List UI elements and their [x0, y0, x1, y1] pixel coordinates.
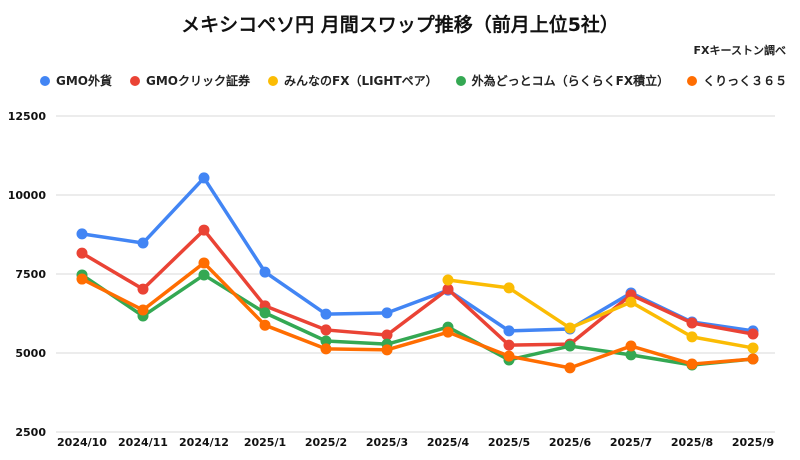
data-point — [747, 342, 759, 354]
legend: GMO外貨 GMOクリック証券 みんなのFX（LIGHTペア） 外為どっとコム（らくら… — [40, 72, 787, 89]
x-tick-label: 2025/1 — [244, 436, 286, 449]
data-point — [198, 257, 210, 269]
legend-marker — [268, 75, 278, 86]
x-tick-label: 2025/3 — [366, 436, 408, 449]
data-point — [76, 273, 88, 285]
data-point — [320, 324, 332, 336]
data-point — [625, 296, 637, 308]
data-point — [442, 326, 454, 338]
legend-label: GMOクリック証券 — [146, 74, 250, 88]
data-point — [76, 228, 88, 240]
data-point — [442, 274, 454, 286]
data-point — [503, 350, 515, 362]
chart-title: メキシコペソ円 月間スワップ推移（前月上位5社） — [181, 14, 619, 36]
legend-item: くりっく３６５ — [687, 72, 787, 89]
data-point — [137, 237, 149, 249]
x-tick-label: 2025/7 — [610, 436, 652, 449]
data-point — [76, 247, 88, 259]
data-point — [686, 331, 698, 343]
data-point — [320, 308, 332, 320]
data-point — [259, 266, 271, 278]
data-point — [625, 340, 637, 352]
y-tick-label: 2500 — [15, 426, 46, 439]
y-tick-label: 12500 — [8, 110, 47, 123]
y-tick-label: 5000 — [15, 347, 46, 360]
legend-item: みんなのFX（LIGHTペア） — [268, 72, 438, 89]
x-tick-label: 2024/12 — [179, 436, 229, 449]
data-point — [381, 329, 393, 341]
source-note: FXキーストン調べ — [693, 44, 786, 57]
x-tick-label: 2025/4 — [427, 436, 470, 449]
data-point — [198, 224, 210, 236]
data-point — [747, 328, 759, 340]
series-line — [81, 228, 754, 347]
legend-marker — [687, 75, 698, 86]
data-point — [503, 282, 515, 294]
data-point — [320, 335, 332, 347]
data-point — [503, 325, 515, 337]
data-point — [564, 340, 576, 352]
data-point — [503, 339, 515, 351]
legend-marker — [40, 75, 50, 86]
data-point — [259, 307, 271, 319]
data-point — [198, 269, 210, 281]
series-line — [81, 176, 754, 333]
legend-label: くりっく３６５ — [703, 74, 788, 88]
x-tick-label: 2024/10 — [57, 436, 107, 449]
legend-label: GMO外貨 — [56, 74, 112, 88]
data-point — [625, 349, 637, 361]
x-tick-label: 2025/2 — [305, 436, 347, 449]
y-tick-label: 7500 — [15, 268, 46, 281]
data-point — [198, 172, 210, 184]
legend-label: 外為どっとコム（らくらくFX積立） — [471, 74, 670, 88]
series-line — [81, 261, 754, 370]
data-point — [381, 344, 393, 356]
data-point — [564, 322, 576, 334]
x-tick-label: 2025/8 — [671, 436, 713, 449]
legend-marker — [130, 75, 140, 86]
data-point — [686, 317, 698, 329]
legend-label: みんなのFX（LIGHTペア） — [284, 74, 438, 88]
data-point — [564, 362, 576, 374]
data-point — [747, 353, 759, 365]
data-point — [259, 319, 271, 331]
x-tick-label: 2025/5 — [488, 436, 530, 449]
legend-marker — [455, 75, 466, 86]
data-point — [442, 283, 454, 295]
x-tick-label: 2025/6 — [549, 436, 592, 449]
series-line — [447, 278, 754, 350]
legend-item: 外為どっとコム（らくらくFX積立） — [455, 72, 670, 89]
legend-item: GMOクリック証券 — [130, 72, 250, 89]
x-tick-label: 2025/9 — [732, 436, 774, 449]
y-tick-label: 10000 — [8, 189, 47, 202]
legend-item: GMO外貨 — [40, 72, 112, 89]
data-point — [137, 283, 149, 295]
x-tick-label: 2024/11 — [118, 436, 168, 449]
data-point — [320, 343, 332, 355]
data-point — [137, 304, 149, 316]
series-line — [81, 273, 754, 367]
data-point — [686, 358, 698, 370]
data-point — [381, 307, 393, 319]
